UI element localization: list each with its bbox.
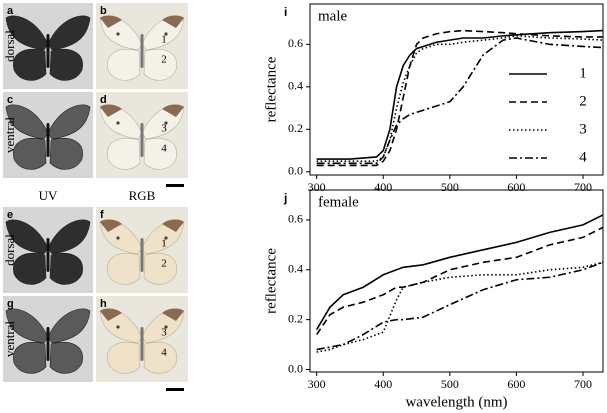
- wing-number: 3: [161, 327, 167, 339]
- butterfly-wings: [99, 219, 185, 285]
- legend-label: 4: [579, 149, 587, 165]
- series-line: [315, 214, 604, 331]
- series-line: [316, 261, 604, 351]
- butterfly-body: [46, 34, 50, 68]
- wing-number: 1: [161, 34, 167, 46]
- butterfly-body: [140, 123, 144, 157]
- wing-number: 2: [161, 258, 167, 270]
- panel-label: e: [7, 209, 13, 221]
- series-line: [316, 29, 603, 167]
- column-label: UV: [39, 188, 58, 203]
- wing-tip: [100, 104, 184, 117]
- wing-number: 4: [161, 347, 167, 359]
- scale-bar: [166, 388, 184, 391]
- y-tick-label: 0.0: [288, 164, 303, 178]
- butterfly-wings: [5, 104, 91, 170]
- series-line: [315, 226, 604, 336]
- wing-tip: [100, 15, 184, 28]
- panel-label: h: [100, 298, 107, 310]
- wing-spot: [164, 32, 168, 36]
- row-label: dorsal: [2, 234, 17, 266]
- row-label: ventral: [2, 117, 17, 153]
- x-tick-label: 400: [374, 180, 392, 194]
- row-label: dorsal: [2, 30, 17, 62]
- wing-spot: [164, 325, 168, 329]
- panel-label: j: [283, 191, 287, 205]
- butterfly-body: [140, 327, 144, 361]
- butterfly-body: [46, 327, 50, 361]
- scale-bar: [166, 184, 184, 187]
- y-axis-label: reflectance: [263, 248, 279, 314]
- wing-tip: [100, 219, 184, 232]
- panel-label: a: [7, 5, 14, 17]
- y-axis-label: reflectance: [263, 56, 279, 122]
- series-line: [316, 35, 604, 162]
- x-tick-label: 500: [441, 180, 459, 194]
- wing-spot: [164, 121, 168, 125]
- x-tick-label: 600: [507, 180, 525, 194]
- series-line: [316, 37, 604, 165]
- panel-label: g: [7, 298, 14, 310]
- butterfly-wings: [5, 15, 91, 81]
- x-tick-label: 400: [374, 377, 392, 391]
- y-tick-label: 0.2: [288, 311, 303, 325]
- x-axis-label: wavelength (nm): [405, 394, 507, 410]
- wing-number: 2: [161, 54, 167, 66]
- x-tick-label: 700: [574, 180, 592, 194]
- plot-frame: [309, 3, 604, 176]
- wing-spot: [116, 32, 120, 36]
- butterfly-wings: [99, 104, 185, 170]
- row-label: ventral: [2, 321, 17, 357]
- butterfly-body: [46, 238, 50, 272]
- x-tick-label: 300: [308, 377, 326, 391]
- y-tick-label: 0.2: [288, 121, 303, 135]
- y-tick-label: 0.6: [288, 36, 303, 50]
- x-tick-label: 500: [441, 377, 459, 391]
- wing-spot: [116, 325, 120, 329]
- y-tick-label: 0.6: [288, 212, 303, 226]
- panel-annotation: male: [318, 8, 347, 24]
- x-tick-label: 600: [507, 377, 525, 391]
- wing-number: 1: [161, 238, 167, 250]
- series-line: [316, 29, 604, 160]
- plot-frame: [309, 189, 604, 373]
- wing-tip: [100, 308, 184, 321]
- butterfly-wings: [5, 308, 91, 374]
- wing-spot: [164, 236, 168, 240]
- legend-label: 3: [579, 121, 587, 137]
- column-label: RGB: [129, 188, 156, 203]
- series-line: [316, 261, 604, 353]
- x-tick-label: 700: [574, 377, 592, 391]
- butterfly-body: [46, 123, 50, 157]
- butterfly-body: [140, 238, 144, 272]
- butterfly-wings: [99, 15, 185, 81]
- wing-number: 3: [161, 123, 167, 135]
- panel-label: i: [284, 5, 287, 19]
- panel-label: c: [7, 94, 13, 106]
- panel-annotation: female: [318, 194, 359, 210]
- y-tick-label: 0.4: [288, 262, 303, 276]
- butterfly-body: [140, 34, 144, 68]
- legend-label: 1: [579, 65, 587, 81]
- y-tick-label: 0.4: [288, 79, 303, 93]
- legend-label: 2: [579, 93, 587, 109]
- butterfly-wings: [5, 219, 91, 285]
- panel-label: b: [100, 5, 107, 17]
- butterfly-wings: [99, 308, 185, 374]
- wing-spot: [116, 236, 120, 240]
- panel-label: f: [100, 209, 104, 221]
- wing-number: 4: [161, 143, 167, 155]
- panel-label: d: [100, 94, 107, 106]
- y-tick-label: 0.0: [288, 361, 303, 375]
- wing-spot: [116, 121, 120, 125]
